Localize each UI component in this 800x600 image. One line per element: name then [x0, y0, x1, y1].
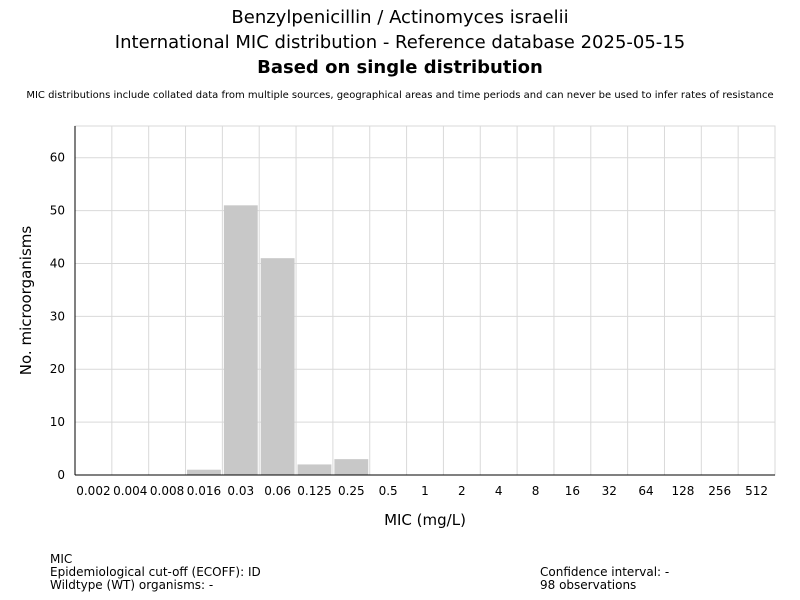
x-tick-label: 0.016 [187, 484, 221, 498]
y-tick-label: 50 [50, 204, 65, 218]
x-tick-label: 128 [671, 484, 694, 498]
x-tick-label: 256 [708, 484, 731, 498]
x-tick-label: 0.125 [297, 484, 331, 498]
x-tick-label: 0.25 [338, 484, 365, 498]
x-axis-title: MIC (mg/L) [384, 511, 466, 529]
bar-0.25 [334, 459, 369, 475]
bar-0.125 [297, 464, 332, 475]
y-tick-label: 0 [57, 468, 65, 482]
x-tick-label: 0.03 [227, 484, 254, 498]
x-tick-label: 2 [458, 484, 466, 498]
x-tick-label: 0.06 [264, 484, 291, 498]
x-tick-label: 1 [421, 484, 429, 498]
x-tick-label: 0.004 [113, 484, 147, 498]
bar-0.06 [260, 258, 295, 475]
footer-observations: 98 observations [540, 578, 637, 592]
x-tick-label: 512 [745, 484, 768, 498]
footer-right-info: Confidence interval: - 98 observations [540, 566, 669, 592]
chart-title: Benzylpenicillin / Actinomyces israelii [231, 7, 569, 28]
footer-left-info: MIC Epidemiological cut-off (ECOFF): ID … [50, 553, 261, 592]
x-tick-label: 0.5 [379, 484, 398, 498]
bar-0.016 [187, 469, 221, 475]
y-tick-label: 10 [50, 415, 65, 429]
y-axis-title: No. microorganisms [17, 226, 35, 376]
footer-wildtype-label: Wildtype (WT) organisms: - [50, 578, 214, 592]
x-tick-label: 0.002 [76, 484, 110, 498]
y-tick-label: 20 [50, 362, 65, 376]
x-tick-label: 16 [565, 484, 580, 498]
bar-0.03 [223, 205, 258, 475]
x-tick-label: 4 [495, 484, 503, 498]
y-tick-label: 40 [50, 256, 65, 270]
x-tick-label: 64 [638, 484, 653, 498]
footer-confidence-interval: Confidence interval: - [540, 565, 670, 579]
x-tick-label: 32 [602, 484, 617, 498]
x-tick-label: 8 [532, 484, 540, 498]
disclaimer-text: MIC distributions include collated data … [26, 90, 774, 101]
plot-area [74, 125, 776, 476]
chart-basis-label: Based on single distribution [257, 57, 543, 78]
footer-mic-label: MIC [50, 552, 73, 566]
y-tick-label: 60 [50, 151, 65, 165]
y-tick-label: 30 [50, 309, 65, 323]
x-tick-label: 0.008 [150, 484, 184, 498]
chart-subtitle: International MIC distribution - Referen… [114, 32, 686, 53]
footer-ecoff-label: Epidemiological cut-off (ECOFF): ID [50, 565, 261, 579]
